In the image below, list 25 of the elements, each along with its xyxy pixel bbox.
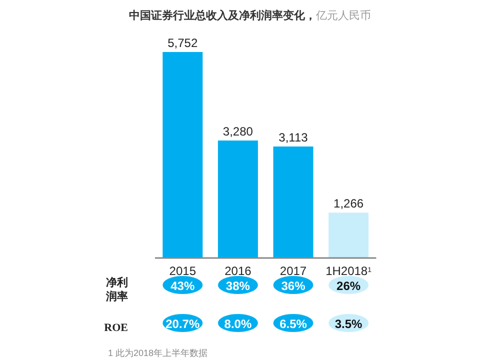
- bar: [218, 140, 258, 258]
- x-tick-label: 2015: [169, 264, 196, 278]
- data-label: 1,266: [334, 196, 364, 211]
- x-tick-label: 1H2018$^{1}$: [326, 264, 372, 278]
- x-tick-label: 2016: [224, 264, 252, 278]
- text: 6.5%: [280, 317, 308, 331]
- data-label: 3,280: [222, 124, 254, 139]
- text: 8.0%: [224, 317, 252, 331]
- text: 26%: [336, 279, 361, 293]
- x-tick-label: 2017: [280, 264, 307, 278]
- bar: [328, 212, 369, 258]
- data-label: 3,113: [278, 130, 308, 145]
- bar: [273, 146, 314, 258]
- text: 38%: [226, 279, 250, 293]
- data-label: 5,752: [168, 36, 198, 50]
- text: 1 此为2018年上半年数据: [108, 348, 208, 358]
- text: 43%: [170, 279, 195, 293]
- chart-subtitle: 亿元人民币: [315, 9, 371, 22]
- text: 净利润率: [105, 276, 128, 303]
- text: 3.5%: [334, 317, 363, 331]
- chart-title: 中国证券行业总收入及净利润率变化，: [129, 9, 316, 22]
- text: 20.7%: [166, 317, 200, 331]
- text: ROE: [104, 322, 128, 334]
- bar: [162, 52, 203, 258]
- text: 36%: [281, 279, 306, 293]
